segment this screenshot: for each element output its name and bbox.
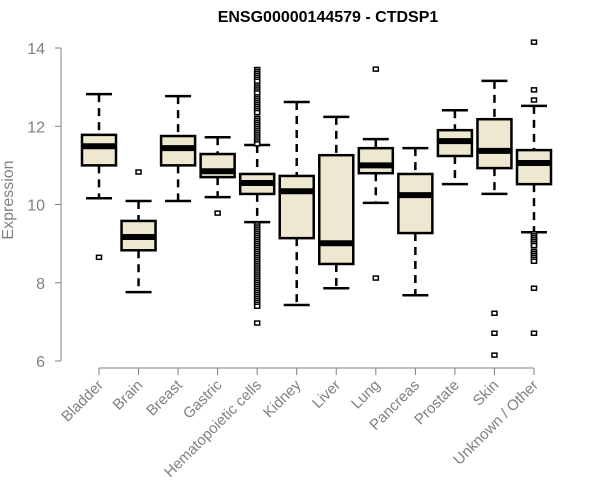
outlier-point (530, 242, 538, 249)
outlier-point (372, 66, 380, 72)
x-tick-label: Brain (110, 377, 147, 414)
chart-title: ENSG00000144579 - CTDSP1 (218, 9, 439, 26)
outlier-point (530, 258, 538, 264)
x-tick-label: Bladder (58, 377, 107, 426)
outlier-point (530, 39, 538, 45)
y-axis: 6 8 10 12 14 (27, 41, 62, 371)
outlier-point (491, 330, 498, 336)
outlier-point (214, 210, 221, 216)
y-tick-label: 8 (36, 276, 45, 293)
x-tick-label: Kidney (260, 376, 305, 421)
outlier-point (530, 87, 538, 93)
outlier-point (491, 310, 498, 317)
outlier-point (253, 320, 261, 326)
box-iqr (80, 133, 118, 167)
outlier-point (95, 254, 103, 261)
outlier-point (530, 97, 538, 103)
box-prostate (436, 108, 474, 186)
box-iqr (476, 117, 513, 170)
x-tick-label: Lung (348, 377, 384, 413)
outlier-point (253, 303, 261, 309)
y-tick-label: 6 (36, 354, 45, 371)
box-lung (357, 66, 395, 281)
box-brain (120, 169, 157, 294)
box-iqr (318, 153, 355, 266)
outlier-point (372, 275, 380, 281)
box-kidney (278, 100, 315, 307)
x-tick-label: Breast (143, 376, 186, 419)
outlier-point (530, 330, 538, 336)
x-tick-label: Liver (309, 377, 344, 412)
outlier-point (135, 169, 142, 175)
y-tick-label: 10 (27, 198, 45, 215)
box-unknown-other (515, 39, 553, 336)
outlier-point (491, 352, 498, 358)
boxes-group (80, 39, 553, 358)
y-tick-label: 12 (27, 119, 45, 136)
box-gastric (199, 135, 236, 216)
y-axis-label: Expression (0, 160, 17, 239)
box-iqr (515, 148, 553, 186)
box-iqr (357, 146, 395, 175)
box-breast (159, 94, 197, 203)
y-tick-label: 14 (27, 41, 45, 58)
x-tick-label: Skin (470, 377, 503, 410)
box-liver (318, 115, 355, 290)
box-iqr (278, 174, 315, 240)
outlier-point (253, 109, 261, 116)
x-tick-label: Prostate (411, 377, 463, 429)
box-bladder (80, 92, 118, 261)
outlier-point (530, 285, 538, 291)
outlier-point (253, 141, 261, 147)
box-pancreas (397, 146, 434, 297)
box-skin (476, 79, 513, 358)
box-hematopoietic-cells (238, 66, 276, 326)
box-iqr (397, 172, 434, 235)
